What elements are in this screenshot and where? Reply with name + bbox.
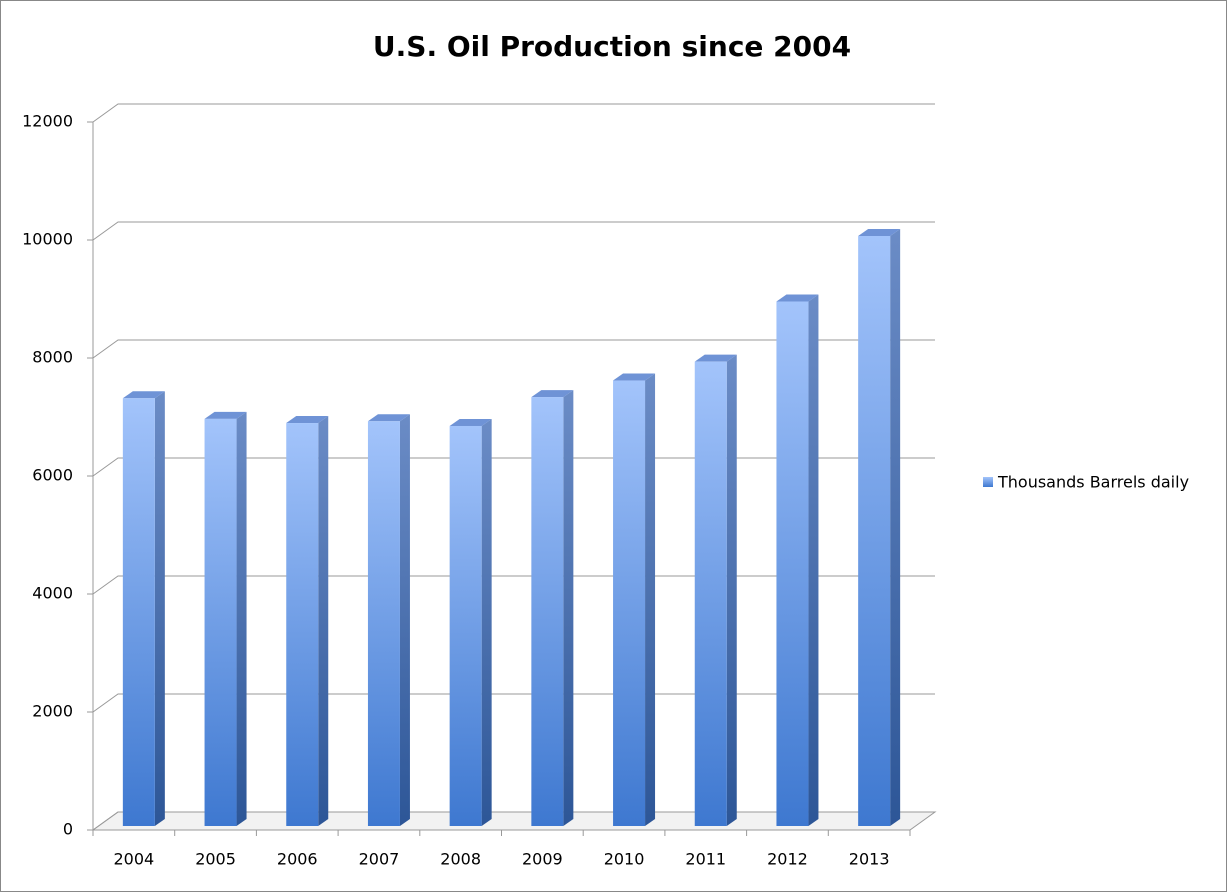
bar xyxy=(286,423,319,826)
bar-side xyxy=(318,416,329,826)
grid-line xyxy=(92,221,935,241)
grid-line xyxy=(92,103,935,123)
grid-line xyxy=(92,457,935,477)
y-tick-label: 10000 xyxy=(22,230,73,249)
x-tick-label: 2004 xyxy=(113,850,154,869)
x-tick-label: 2005 xyxy=(195,850,236,869)
x-tick-label: 2010 xyxy=(604,850,645,869)
bar xyxy=(613,380,646,826)
bar-top xyxy=(694,354,737,362)
bar-top xyxy=(858,229,901,236)
x-tick-label: 2012 xyxy=(767,850,808,869)
x-tick-label: 2007 xyxy=(359,850,400,869)
bar-side xyxy=(236,411,247,826)
bar xyxy=(449,425,482,826)
bar-side xyxy=(808,294,819,826)
bar-top xyxy=(122,391,165,399)
bar xyxy=(204,418,237,826)
y-tick-label: 8000 xyxy=(32,348,73,367)
bar-side xyxy=(563,390,574,826)
bar-side xyxy=(399,414,410,826)
bar xyxy=(694,361,727,826)
grid-line xyxy=(92,811,935,831)
bar-top xyxy=(776,294,819,302)
legend-label: Thousands Barrels daily xyxy=(997,473,1189,492)
bar-side xyxy=(645,373,656,826)
chart-title: U.S. Oil Production since 2004 xyxy=(373,30,851,63)
bar xyxy=(122,398,155,826)
bar-side xyxy=(726,354,737,826)
bar xyxy=(367,421,400,826)
grid-line xyxy=(92,693,935,713)
bar-side xyxy=(481,418,492,826)
bar-top xyxy=(367,414,410,422)
grid-line xyxy=(92,575,935,595)
legend-swatch xyxy=(983,477,993,487)
bar xyxy=(858,236,891,826)
y-tick-label: 0 xyxy=(63,820,73,839)
bar-top xyxy=(613,373,656,381)
x-tick-label: 2008 xyxy=(440,850,481,869)
bar-top xyxy=(449,418,492,426)
bar-side xyxy=(890,229,901,826)
bar-top xyxy=(286,416,329,424)
bar-side xyxy=(154,391,165,826)
y-tick-label: 4000 xyxy=(32,584,73,603)
bar xyxy=(776,301,809,826)
bar-top xyxy=(531,390,574,398)
y-tick-label: 6000 xyxy=(32,466,73,485)
bar xyxy=(531,397,564,826)
x-tick-label: 2006 xyxy=(277,850,318,869)
y-tick-label: 2000 xyxy=(32,702,73,721)
bar-top xyxy=(204,411,247,419)
y-tick-label: 12000 xyxy=(22,112,73,131)
x-tick-label: 2013 xyxy=(849,850,890,869)
x-tick-label: 2009 xyxy=(522,850,563,869)
grid-line xyxy=(92,339,935,359)
x-tick-label: 2011 xyxy=(685,850,726,869)
